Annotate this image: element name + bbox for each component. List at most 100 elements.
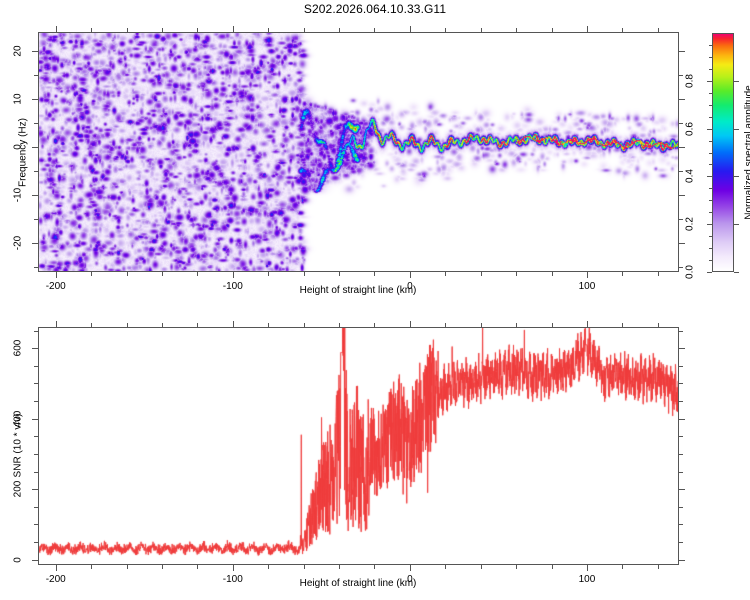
y-tick-minor-right [679, 559, 685, 561]
x-tick-minor [55, 272, 57, 278]
x-tick-minor-top [586, 26, 588, 32]
x-tick-minor-top [232, 321, 234, 327]
page-title: S202.2026.064.10.33.G11 [303, 2, 447, 16]
x-tick-minor-top [197, 323, 199, 327]
x-tick-minor-top [657, 323, 659, 327]
colorbar-tick-minor [709, 248, 712, 250]
y-tick-minor [34, 171, 38, 173]
x-tick-minor-top [480, 323, 482, 327]
y-tick-minor-right [679, 383, 683, 385]
x-tick-minor [161, 565, 163, 569]
colorbar-tick-minor [709, 164, 712, 166]
x-tick-minor-top [303, 323, 305, 327]
spectrogram-xlabel: Height of straight line (km) [299, 285, 417, 296]
x-tick-label: 100 [578, 281, 596, 292]
colorbar-tick [707, 224, 712, 226]
y-tick-minor-right [679, 542, 683, 544]
x-tick-minor [268, 565, 270, 569]
x-tick-minor-top [339, 28, 341, 32]
x-tick-minor [268, 272, 270, 276]
x-tick-minor-top [445, 28, 447, 32]
x-tick-minor-top [339, 323, 341, 327]
y-tick-minor-right [679, 506, 683, 508]
colorbar-tick-minor [709, 104, 712, 106]
y-tick-minor [34, 542, 38, 544]
y-tick-minor [32, 418, 38, 420]
colorbar-tick-minor [709, 152, 712, 154]
y-tick-minor [32, 243, 38, 245]
y-tick-minor [34, 267, 38, 269]
colorbar-tick-minor [709, 56, 712, 58]
x-tick-minor-top [161, 323, 163, 327]
x-tick-minor-top [551, 28, 553, 32]
snr-xlabel: Height of straight line (km) [299, 578, 417, 589]
y-tick-minor [34, 401, 38, 403]
colorbar-label: Normalized spectral amplitude [743, 85, 750, 220]
x-tick-minor [622, 565, 624, 569]
y-tick-minor [34, 383, 38, 385]
x-tick-minor [551, 272, 553, 276]
x-tick-label: -100 [222, 281, 243, 292]
y-tick-label: 0 [12, 556, 24, 563]
x-tick-minor-top [55, 26, 57, 32]
snr-trace [39, 328, 678, 564]
y-tick-minor-right [679, 147, 685, 149]
x-tick-minor [303, 565, 305, 569]
x-tick-minor-top [374, 28, 376, 32]
colorbar-tick [707, 80, 712, 82]
y-tick-minor [34, 75, 38, 77]
snr-ylabel: SNR (10 * v/v) [12, 413, 24, 478]
y-tick-minor-right [679, 99, 685, 101]
colorbar-tick-minor [709, 212, 712, 214]
y-tick-minor-right [679, 51, 685, 53]
y-tick-minor [34, 365, 38, 367]
y-tick-minor [34, 123, 38, 125]
y-tick-minor [32, 348, 38, 350]
y-tick-minor [34, 436, 38, 438]
x-tick-minor [339, 565, 341, 569]
colorbar-tick-minor [709, 236, 712, 238]
x-tick-minor [551, 565, 553, 569]
colorbar-tick-minor [709, 200, 712, 202]
y-tick-minor-right [679, 365, 683, 367]
x-tick-label: -100 [222, 574, 243, 585]
x-tick-minor [480, 272, 482, 276]
colorbar-tick-label: 0.2 [684, 217, 696, 232]
x-tick-minor-top [126, 28, 128, 32]
x-tick-label: 0 [407, 574, 413, 585]
x-tick-minor-top [657, 28, 659, 32]
x-tick-minor-top [91, 323, 93, 327]
colorbar [712, 33, 734, 272]
y-tick-minor [32, 195, 38, 197]
x-tick-minor-top [480, 28, 482, 32]
x-tick-minor [161, 272, 163, 276]
y-tick-minor-right [679, 219, 683, 221]
x-tick-minor-top [445, 323, 447, 327]
x-tick-minor [657, 565, 659, 569]
x-tick-minor [232, 272, 234, 278]
colorbar-tick [707, 128, 712, 130]
colorbar-tick [707, 272, 712, 273]
colorbar-tick-label: 0.4 [684, 169, 696, 184]
x-tick-minor [91, 565, 93, 569]
y-tick-minor [34, 453, 38, 455]
x-tick-minor-top [622, 28, 624, 32]
y-tick-minor [32, 559, 38, 561]
y-tick-minor-right [679, 401, 683, 403]
x-tick-minor [197, 272, 199, 276]
y-tick-minor [34, 219, 38, 221]
colorbar-tick-label: 0.6 [684, 121, 696, 136]
x-tick-minor [516, 272, 518, 276]
spectrogram-axes [38, 32, 679, 272]
x-tick-minor [126, 272, 128, 276]
x-tick-minor [374, 272, 376, 276]
x-tick-minor [622, 272, 624, 276]
y-tick-minor [34, 506, 38, 508]
y-tick-minor-right [679, 243, 685, 245]
colorbar-tick-minor [709, 116, 712, 118]
y-tick-minor-right [679, 195, 685, 197]
x-tick-minor-top [622, 323, 624, 327]
x-tick-minor [586, 272, 588, 278]
y-tick-minor-right [679, 453, 683, 455]
y-tick-minor-right [679, 524, 683, 526]
